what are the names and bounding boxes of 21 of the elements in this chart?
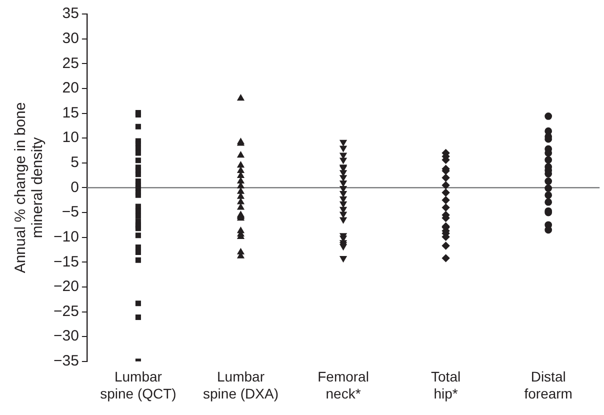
y-tick-label: 5 xyxy=(70,154,79,172)
y-tick-label: 0 xyxy=(70,178,79,196)
y-axis-title: Annual % change in bone mineral density xyxy=(12,102,46,274)
y-tick-label: −15 xyxy=(53,253,79,270)
y-tick-label: 25 xyxy=(62,54,79,72)
y-tick-label: 10 xyxy=(62,129,79,146)
y-tick-label: −25 xyxy=(53,302,79,320)
x-tick-label: Distal forearm xyxy=(524,368,572,402)
x-tick-label: Femoral neck* xyxy=(318,368,369,402)
y-tick-label: 30 xyxy=(62,30,79,47)
y-tick-label: 35 xyxy=(62,5,79,22)
y-tick-label: 15 xyxy=(62,104,79,122)
x-tick-label: Total hip* xyxy=(431,368,461,402)
x-tick-label: Lumbar spine (DXA) xyxy=(203,368,278,402)
y-tick-label: −30 xyxy=(53,328,79,345)
y-tick-label: −10 xyxy=(53,228,79,246)
y-tick-label: −35 xyxy=(53,352,79,370)
x-tick-label: Lumbar spine (QCT) xyxy=(100,368,176,402)
y-tick-label: −20 xyxy=(53,278,79,296)
y-tick-label: 20 xyxy=(62,80,79,97)
y-tick-label: −5 xyxy=(62,204,79,221)
